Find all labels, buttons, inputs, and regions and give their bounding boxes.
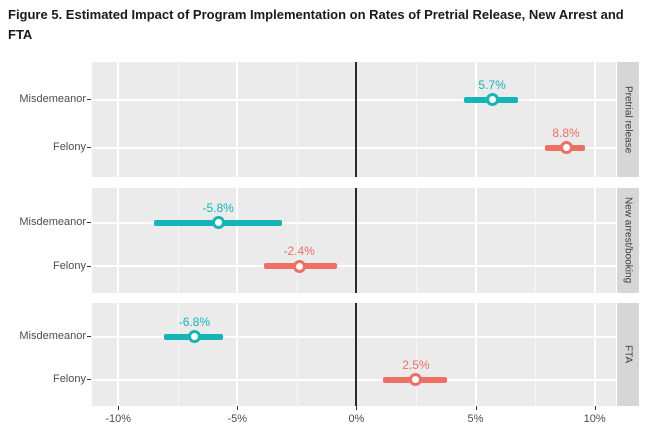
zero-reference-line xyxy=(355,188,358,293)
gridline-major xyxy=(593,188,596,293)
value-label-new-arrest-booking-misdemeanor: -5.8% xyxy=(202,200,234,215)
gridline-major xyxy=(236,188,239,293)
x-axis-tick-label: 10% xyxy=(583,413,606,425)
point-estimate-fta-misdemeanor xyxy=(187,330,201,344)
y-axis-tick xyxy=(87,99,91,101)
point-estimate-pretrial-release-misdemeanor xyxy=(485,93,499,107)
x-axis-tick xyxy=(118,406,120,410)
figure-title: Figure 5. Estimated Impact of Program Im… xyxy=(8,7,624,42)
gridline-minor xyxy=(535,188,536,293)
x-axis-tick xyxy=(594,406,596,410)
value-label-fta-felony: 2.5% xyxy=(402,357,430,372)
gridline-major xyxy=(236,303,239,406)
y-axis-tick xyxy=(87,336,91,338)
facet-panel-pretrial-release xyxy=(92,62,616,177)
value-label-fta-misdemeanor: -6.8% xyxy=(178,314,211,329)
zero-reference-line xyxy=(355,303,358,406)
gridline-major xyxy=(117,62,120,177)
value-label-new-arrest-booking-felony: -2.4% xyxy=(283,244,315,259)
gridline-row xyxy=(92,146,616,149)
y-axis-tick xyxy=(87,379,91,381)
value-label-pretrial-release-felony: 8.8% xyxy=(552,125,580,140)
y-axis-tick xyxy=(87,222,91,224)
gridline-major xyxy=(593,62,596,177)
gridline-row xyxy=(92,378,616,381)
facet-strip-pretrial-release: Pretrial release xyxy=(617,62,639,177)
x-axis-tick-label: -10% xyxy=(105,413,132,425)
point-estimate-pretrial-release-felony xyxy=(559,141,573,155)
x-axis-tick xyxy=(356,406,358,410)
gridline-major xyxy=(474,62,477,177)
y-axis-label-misdemeanor: Misdemeanor xyxy=(19,330,86,343)
point-estimate-fta-felony xyxy=(409,373,423,387)
y-axis-tick xyxy=(87,265,91,267)
x-axis-tick-label: 0% xyxy=(348,413,365,425)
gridline-major xyxy=(474,188,477,293)
gridline-minor xyxy=(177,303,179,406)
gridline-row xyxy=(92,265,616,268)
y-axis-label-misdemeanor: Misdemeanor xyxy=(19,93,86,106)
facet-strip-new-arrest-booking: New arrest/booking xyxy=(617,188,639,293)
y-axis-label-misdemeanor: Misdemeanor xyxy=(19,216,86,229)
y-axis-label-felony: Felony xyxy=(52,259,86,272)
x-axis-tick-label: -5% xyxy=(227,413,248,425)
gridline-minor xyxy=(415,303,417,406)
gridline-row xyxy=(92,336,616,338)
zero-reference-line xyxy=(355,62,358,177)
gridline-minor xyxy=(296,303,298,406)
gridline-row xyxy=(92,99,616,101)
facet-strip-fta: FTA xyxy=(617,303,639,406)
facet-panel-new-arrest-booking xyxy=(92,188,616,293)
gridline-minor xyxy=(535,62,536,177)
x-axis-tick-label: 5% xyxy=(467,413,484,425)
facet-strip-label: New arrest/booking xyxy=(622,197,634,284)
gridline-minor xyxy=(415,62,417,177)
gridline-major xyxy=(117,188,120,293)
gridline-minor xyxy=(177,62,179,177)
x-axis-tick xyxy=(237,406,239,410)
facet-strip-label: Pretrial release xyxy=(622,85,634,154)
gridline-major xyxy=(236,62,239,177)
gridline-minor xyxy=(535,303,536,406)
gridline-major xyxy=(474,303,477,406)
value-label-pretrial-release-misdemeanor: 5.7% xyxy=(478,77,506,92)
facet-strip-label: FTA xyxy=(622,345,634,364)
facet-panel-fta xyxy=(92,303,616,406)
gridline-minor xyxy=(177,188,179,293)
gridline-row xyxy=(92,221,616,224)
y-axis-label-felony: Felony xyxy=(52,373,86,386)
gridline-minor xyxy=(296,62,298,177)
gridline-minor xyxy=(296,188,298,293)
point-estimate-new-arrest-booking-felony xyxy=(292,259,306,273)
gridline-minor xyxy=(415,188,417,293)
point-estimate-new-arrest-booking-misdemeanor xyxy=(211,216,225,230)
x-axis-tick xyxy=(475,406,477,410)
y-axis-label-felony: Felony xyxy=(52,141,86,154)
gridline-major xyxy=(593,303,596,406)
y-axis-tick xyxy=(87,147,91,149)
gridline-major xyxy=(117,303,120,406)
